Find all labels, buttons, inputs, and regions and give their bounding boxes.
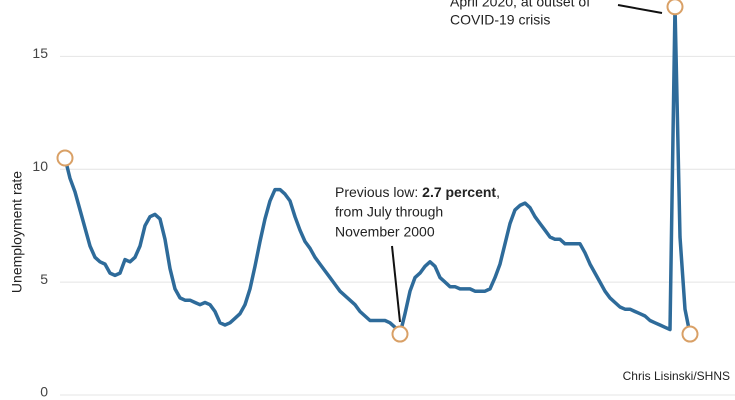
highlight-marker	[666, 0, 684, 16]
low-note-text: Previous low:	[335, 184, 422, 200]
y-tick-label: 15	[32, 45, 48, 61]
y-axis-label: Unemployment rate	[9, 171, 25, 293]
data-line	[63, 5, 692, 336]
peak-note: April 2020, at outset of	[450, 0, 590, 10]
highlight-marker	[681, 325, 699, 343]
highlight-marker	[56, 149, 74, 167]
y-tick-label: 10	[32, 158, 48, 174]
low-note-bold: 2.7 percent	[422, 184, 496, 200]
y-tick-label: 0	[40, 384, 48, 400]
credit: Chris Lisinski/SHNS	[623, 369, 730, 383]
peak-note: COVID-19 crisis	[450, 12, 550, 28]
leader-line	[391, 245, 401, 323]
highlight-marker	[391, 325, 409, 343]
low-note: Previous low: 2.7 percent,	[335, 184, 500, 200]
low-note-text: ,	[496, 184, 500, 200]
y-tick-label: 5	[40, 271, 48, 287]
low-note: November 2000	[335, 224, 435, 240]
low-note: from July through	[335, 204, 443, 220]
leader-line	[617, 4, 663, 14]
